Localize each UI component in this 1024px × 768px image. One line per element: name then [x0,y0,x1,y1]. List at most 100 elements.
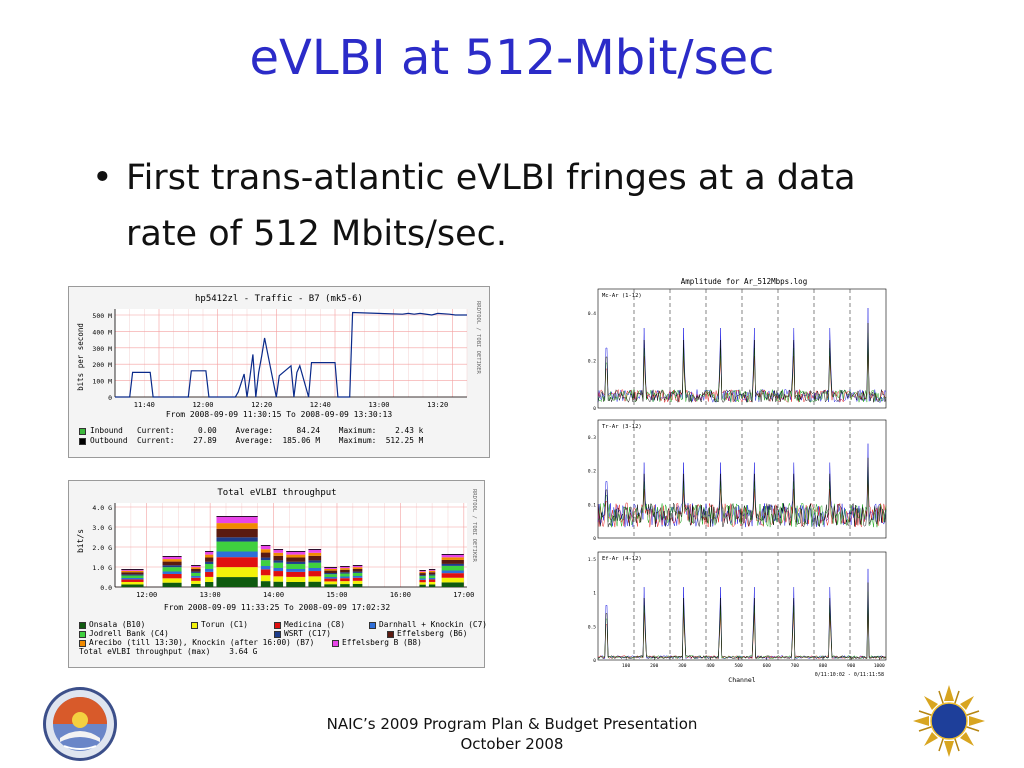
throughput-stack-band [121,575,144,578]
throughput-stack-band [419,579,426,583]
throughput-chart-title: Total eVLBI throughput [217,488,336,498]
amplitude-chart-panel: Amplitude for Ar_512Mbps.log Channel 0/1… [588,272,898,686]
bullet-dot-icon: • [92,158,113,198]
footer-line-1: NAIC’s 2009 Program Plan & Budget Presen… [326,715,698,733]
traffic-x-tick: 13:00 [368,401,389,409]
bullet-text: First trans-atlantic eVLBI fringes at a … [126,158,856,254]
throughput-stack-band [273,576,284,582]
throughput-stack-band [441,557,464,560]
throughput-stack-band [340,584,350,587]
throughput-x-tick: 12:00 [136,591,157,599]
throughput-stack-band [308,571,322,577]
throughput-stack-band [419,573,426,576]
throughput-stack-band [324,574,337,577]
throughput-stack-band [419,582,426,585]
legend-entry: Torun (C1) [201,620,248,629]
throughput-stack-band [441,582,464,587]
throughput-stack-band [340,576,350,579]
throughput-stack-band [273,562,284,568]
throughput-stack-band [428,574,436,576]
amplitude-x-tick: 900 [847,663,855,669]
throughput-stack-band [162,578,182,583]
throughput-stack-band [352,580,363,584]
amplitude-y-tick: 1.5 [588,557,596,563]
throughput-stack-band [428,584,436,587]
legend-entry: WSRT (C17) [284,629,331,638]
amplitude-y-tick: 0 [593,536,596,542]
throughput-stack-band [273,549,284,553]
throughput-stack-band [216,537,258,542]
throughput-stack-band [216,528,258,538]
throughput-stack-band [324,577,337,579]
legend-swatch [79,631,86,638]
throughput-stack-band [352,583,363,587]
amplitude-chart: Amplitude for Ar_512Mbps.log Channel 0/1… [588,277,887,684]
amplitude-y-tick: 0.2 [588,358,596,364]
throughput-stack-band [191,572,201,576]
throughput-stack-band [273,581,284,587]
throughput-stack-band [428,570,436,573]
throughput-segment-top [340,566,350,567]
throughput-stack-band [121,574,144,576]
legend-swatch [191,622,198,629]
throughput-stack-band [308,552,322,556]
legend-entry: Outbound Current: 27.89 Average: 185.06 … [90,436,424,445]
throughput-segment-top [324,567,337,568]
throughput-stack-band [286,563,306,569]
throughput-stack-band [419,571,426,574]
throughput-stack-band [121,569,144,571]
traffic-x-tick: 12:20 [251,401,272,409]
throughput-stack-band [441,577,464,583]
traffic-y-tick: 500 M [92,312,112,320]
traffic-y-tick: 100 M [92,378,112,386]
throughput-stack-band [273,555,284,561]
throughput-stack-band [308,560,322,563]
traffic-chart-title: hp5412zl - Traffic - B7 (mk5-6) [195,294,363,304]
traffic-x-tick: 11:40 [134,401,155,409]
traffic-y-tick: 300 M [92,345,112,353]
throughput-stack-band [121,572,144,575]
throughput-y-tick: 1.0 G [92,564,112,572]
throughput-stack-band [419,584,426,587]
throughput-stack-band [162,573,182,579]
throughput-stack-band [205,569,214,572]
throughput-stack-band [216,557,258,568]
throughput-stack-band [191,580,201,584]
throughput-x-tick: 15:00 [326,591,347,599]
legend-entry: Arecibo (till 13:30), Knockin (after 16:… [89,638,315,647]
throughput-stack-band [121,581,144,585]
throughput-stack-band [121,570,144,573]
legend-entry: Inbound Current: 0.00 Average: 84.24 Max… [90,426,424,435]
legend-swatch [387,631,394,638]
footer: NAIC’s 2009 Program Plan & Budget Presen… [0,714,1024,754]
amplitude-x-tick: 600 [763,663,771,669]
throughput-stack-band [352,571,363,573]
amplitude-series-rr [597,476,887,528]
amplitude-series-lr [597,582,887,660]
throughput-stack-band [352,567,363,569]
throughput-stack-band [191,567,201,569]
throughput-stack-band [286,569,306,572]
throughput-stack-band [260,566,271,570]
amplitude-x-tick: 200 [650,663,658,669]
amplitude-panel-label: Ef-Ar (4-12) [602,556,642,562]
throughput-stack-band [205,557,214,562]
throughput-stack-band [286,554,306,558]
traffic-y-tick: 400 M [92,328,112,336]
legend-swatch [79,622,86,629]
throughput-stack-band [286,557,306,562]
legend-entry: Darnhall + Knockin (C7) [379,620,487,629]
legend-swatch [274,622,281,629]
throughput-stack-band [441,563,464,566]
amplitude-y-tick: 0.2 [588,469,596,475]
throughput-stack-band [191,565,201,568]
throughput-stack-band [340,578,350,582]
throughput-stack-band [260,581,271,587]
throughput-stack-band [205,581,214,587]
throughput-stack-band [286,571,306,577]
throughput-stack-band [260,557,271,561]
traffic-series-outbound [115,311,467,398]
legend-entry: Onsala (B10) [89,620,146,629]
throughput-segment-top [419,570,426,571]
throughput-stack-band [260,560,271,566]
